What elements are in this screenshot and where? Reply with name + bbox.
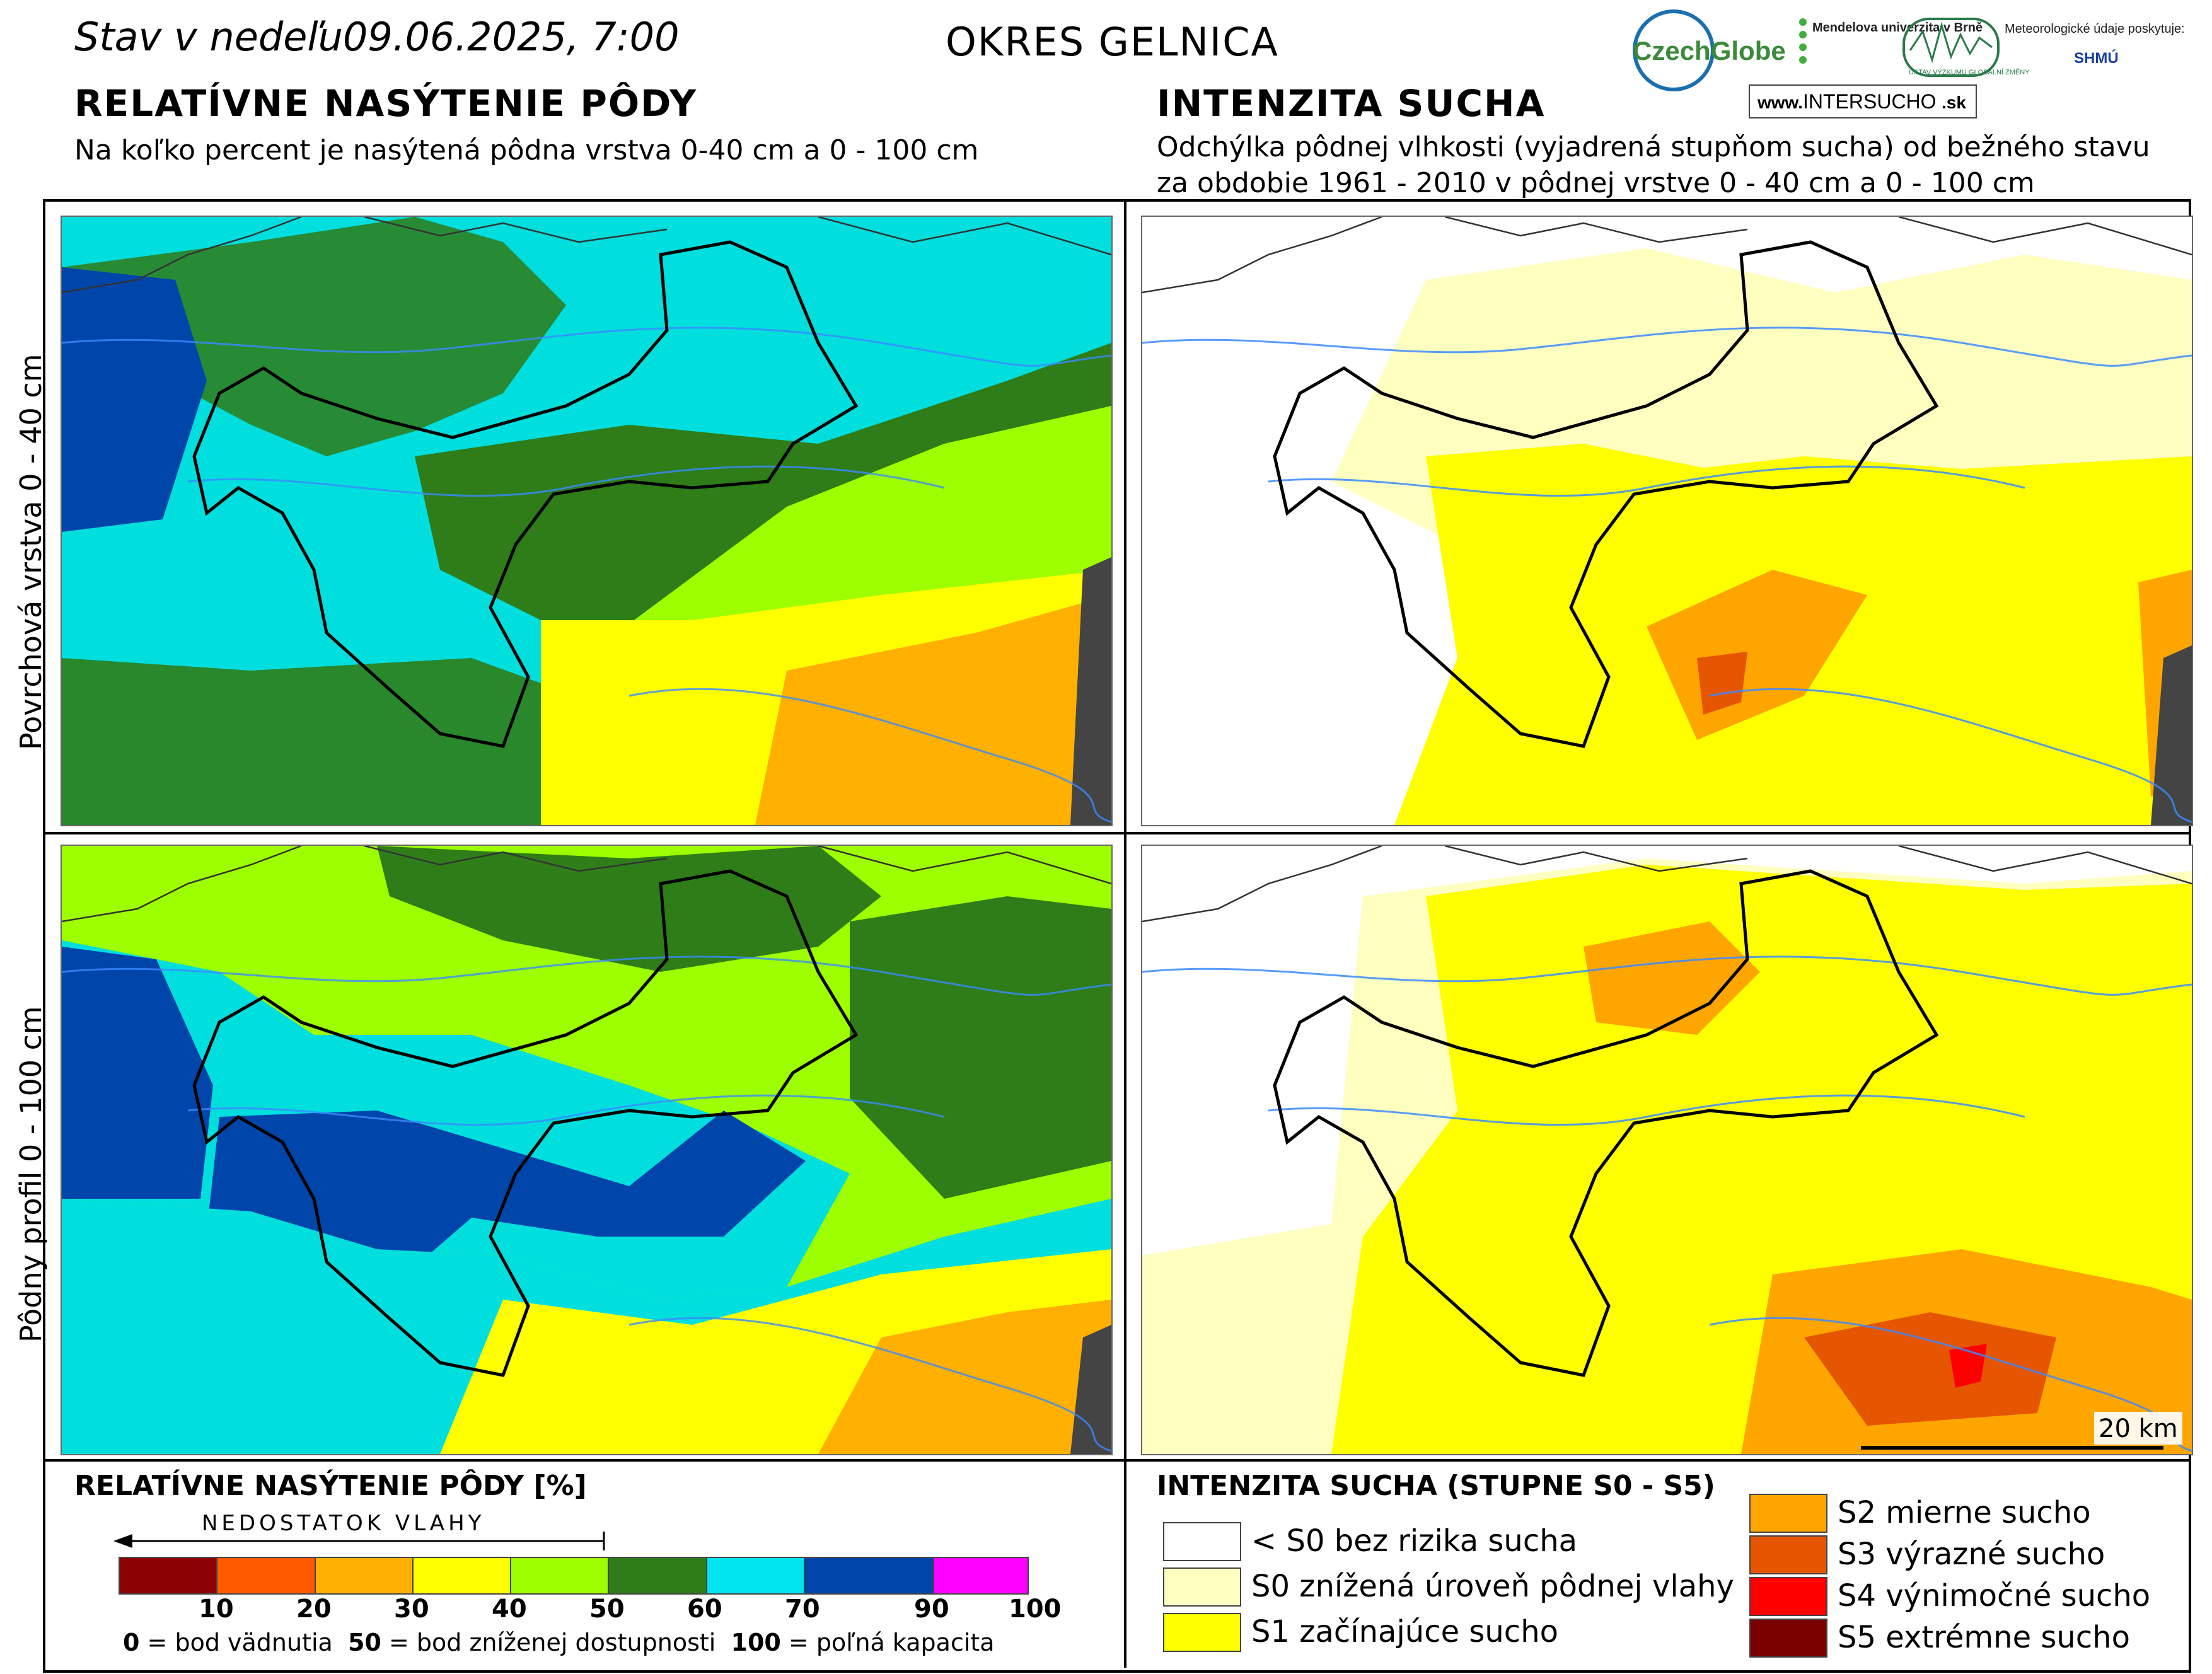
colorbar-tick-label: 100 bbox=[1009, 1595, 1062, 1624]
partner-logos: CzechGlobe Mendelova univerzita v Brně Ú… bbox=[1607, 6, 2206, 120]
drought-legend-swatch bbox=[1163, 1567, 1241, 1607]
note-0-text: = bod vädnutia bbox=[139, 1629, 333, 1656]
map-drought-profile: 20 km bbox=[1141, 845, 2193, 1455]
drought-legend-swatch bbox=[1163, 1613, 1241, 1652]
intersucho-logo: INTERSUCHO bbox=[1803, 90, 1937, 113]
intersucho-suffix: .sk bbox=[1942, 93, 1966, 112]
colorbar-segment bbox=[315, 1558, 414, 1593]
colorbar-tick-label: 60 bbox=[687, 1595, 722, 1624]
saturation-topsoil-raster bbox=[62, 217, 1111, 825]
colorbar-tick-label: 50 bbox=[589, 1595, 625, 1624]
colorbar-segment bbox=[804, 1558, 934, 1593]
drought-legend-label: S1 začínajúce sucho bbox=[1251, 1614, 1558, 1649]
middle-divider bbox=[43, 832, 2189, 834]
colorbar-segment bbox=[609, 1558, 707, 1593]
colorbar-tick-label: 20 bbox=[296, 1595, 332, 1624]
drought-legend-swatch bbox=[1749, 1577, 1827, 1616]
intersucho-prefix: www. bbox=[1757, 93, 1803, 112]
row-label-profile: Pôdny profil 0 - 100 cm bbox=[14, 1006, 48, 1342]
mendel-logo: Mendelova univerzita v Brně bbox=[1812, 21, 1983, 35]
colorbar-tick-label: 90 bbox=[914, 1595, 949, 1624]
saturation-subtitle: Na koľko percent je nasýtená pôdna vrstv… bbox=[74, 134, 979, 166]
saturation-colorbar bbox=[119, 1557, 1029, 1595]
colorbar-tick-label: 40 bbox=[492, 1595, 527, 1624]
colorbar-segment bbox=[707, 1558, 805, 1593]
colorbar-segment bbox=[511, 1558, 610, 1593]
map-saturation-topsoil bbox=[61, 216, 1113, 826]
row-label-topsoil: Povrchová vrstva 0 - 40 cm bbox=[14, 354, 48, 750]
drought-topsoil-raster bbox=[1142, 217, 2192, 825]
colorbar-segment bbox=[934, 1558, 1028, 1593]
meteo-note: Meteorologické údaje poskytuje: bbox=[2005, 22, 2185, 36]
saturation-legend-title: RELATÍVNE NASÝTENIE PÔDY [%] bbox=[74, 1470, 587, 1502]
drought-legend-label: < S0 bez rizika sucha bbox=[1251, 1523, 1578, 1559]
drought-legend-right: S2 mierne sucho S3 výrazné sucho S4 výnimo… bbox=[1749, 1494, 2191, 1670]
note-50-value: 50 bbox=[348, 1629, 381, 1656]
scale-bar-label: 20 km bbox=[2099, 1414, 2178, 1443]
ustav-logo: ÚSTAV VÝZKUMU GLOBÁLNÍ ZMĚNY bbox=[1909, 68, 2030, 76]
colorbar-tick-label: 70 bbox=[785, 1595, 820, 1624]
colorbar-tick-label: 10 bbox=[199, 1595, 234, 1624]
date-title: Stav v nedeľu09.06.2025, 7:00 bbox=[74, 14, 680, 60]
drought-subtitle-line2: za obdobie 1961 - 2010 v pôdnej vrstve 0… bbox=[1157, 167, 2035, 199]
shmu-logo: SHMÚ bbox=[2074, 49, 2119, 67]
czechglobe-logo: CzechGlobe bbox=[1633, 36, 1786, 66]
drought-legend-label: S3 výrazné sucho bbox=[1838, 1537, 2105, 1572]
logos-graphic: CzechGlobe Mendelova univerzita v Brně Ú… bbox=[1633, 9, 2185, 118]
drought-legend-label: S4 výnimočné sucho bbox=[1838, 1578, 2151, 1613]
drought-legend-swatch bbox=[1749, 1619, 1827, 1658]
saturation-title: RELATÍVNE NASÝTENIE PÔDY bbox=[74, 82, 698, 125]
drought-title: INTENZITA SUCHA bbox=[1157, 82, 1546, 125]
note-100-value: 100 bbox=[731, 1629, 781, 1656]
drought-legend-swatch bbox=[1749, 1535, 1827, 1574]
saturation-profile-raster bbox=[62, 846, 1111, 1454]
note-50-text: = bod zníženej dostupnosti bbox=[381, 1629, 716, 1656]
colorbar-segment bbox=[413, 1558, 512, 1593]
note-0-value: 0 bbox=[123, 1629, 140, 1656]
colorbar-tick-label: 30 bbox=[394, 1595, 429, 1624]
vertical-divider bbox=[1124, 199, 1126, 1668]
colorbar-segment bbox=[120, 1558, 218, 1593]
drought-legend-swatch bbox=[1163, 1522, 1241, 1561]
note-100-text: = poľná kapacita bbox=[780, 1629, 995, 1656]
drought-legend-label: S2 mierne sucho bbox=[1838, 1495, 2091, 1530]
map-drought-topsoil bbox=[1141, 216, 2193, 826]
drought-legend-label: S5 extrémne sucho bbox=[1838, 1620, 2130, 1655]
drought-legend-swatch bbox=[1749, 1494, 1827, 1533]
drought-legend-label: S0 znížená úroveň pôdnej vlahy bbox=[1251, 1569, 1734, 1604]
legend-divider bbox=[43, 1459, 2189, 1462]
drought-subtitle-line1: Odchýlka pôdnej vlhkosti (vyjadrená stup… bbox=[1157, 131, 2150, 163]
arrow-label: NEDOSTATOK VLAHY bbox=[202, 1511, 485, 1536]
saturation-ticks: 10 20 30 40 50 60 70 90 100 bbox=[119, 1595, 1062, 1626]
district-title: OKRES GELNICA bbox=[946, 19, 1279, 65]
colorbar-segment bbox=[217, 1558, 316, 1593]
drought-profile-raster: 20 km bbox=[1142, 846, 2192, 1454]
arrow-left-icon bbox=[113, 1532, 605, 1550]
saturation-note: 0 = bod vädnutia 50 = bod zníženej dostu… bbox=[123, 1629, 995, 1656]
drought-legend-left: < S0 bez rizika sucha S0 znížená úroveň p… bbox=[1163, 1522, 1734, 1667]
drought-legend-title: INTENZITA SUCHA (STUPNE S0 - S5) bbox=[1157, 1470, 1715, 1502]
map-saturation-profile bbox=[61, 845, 1113, 1455]
